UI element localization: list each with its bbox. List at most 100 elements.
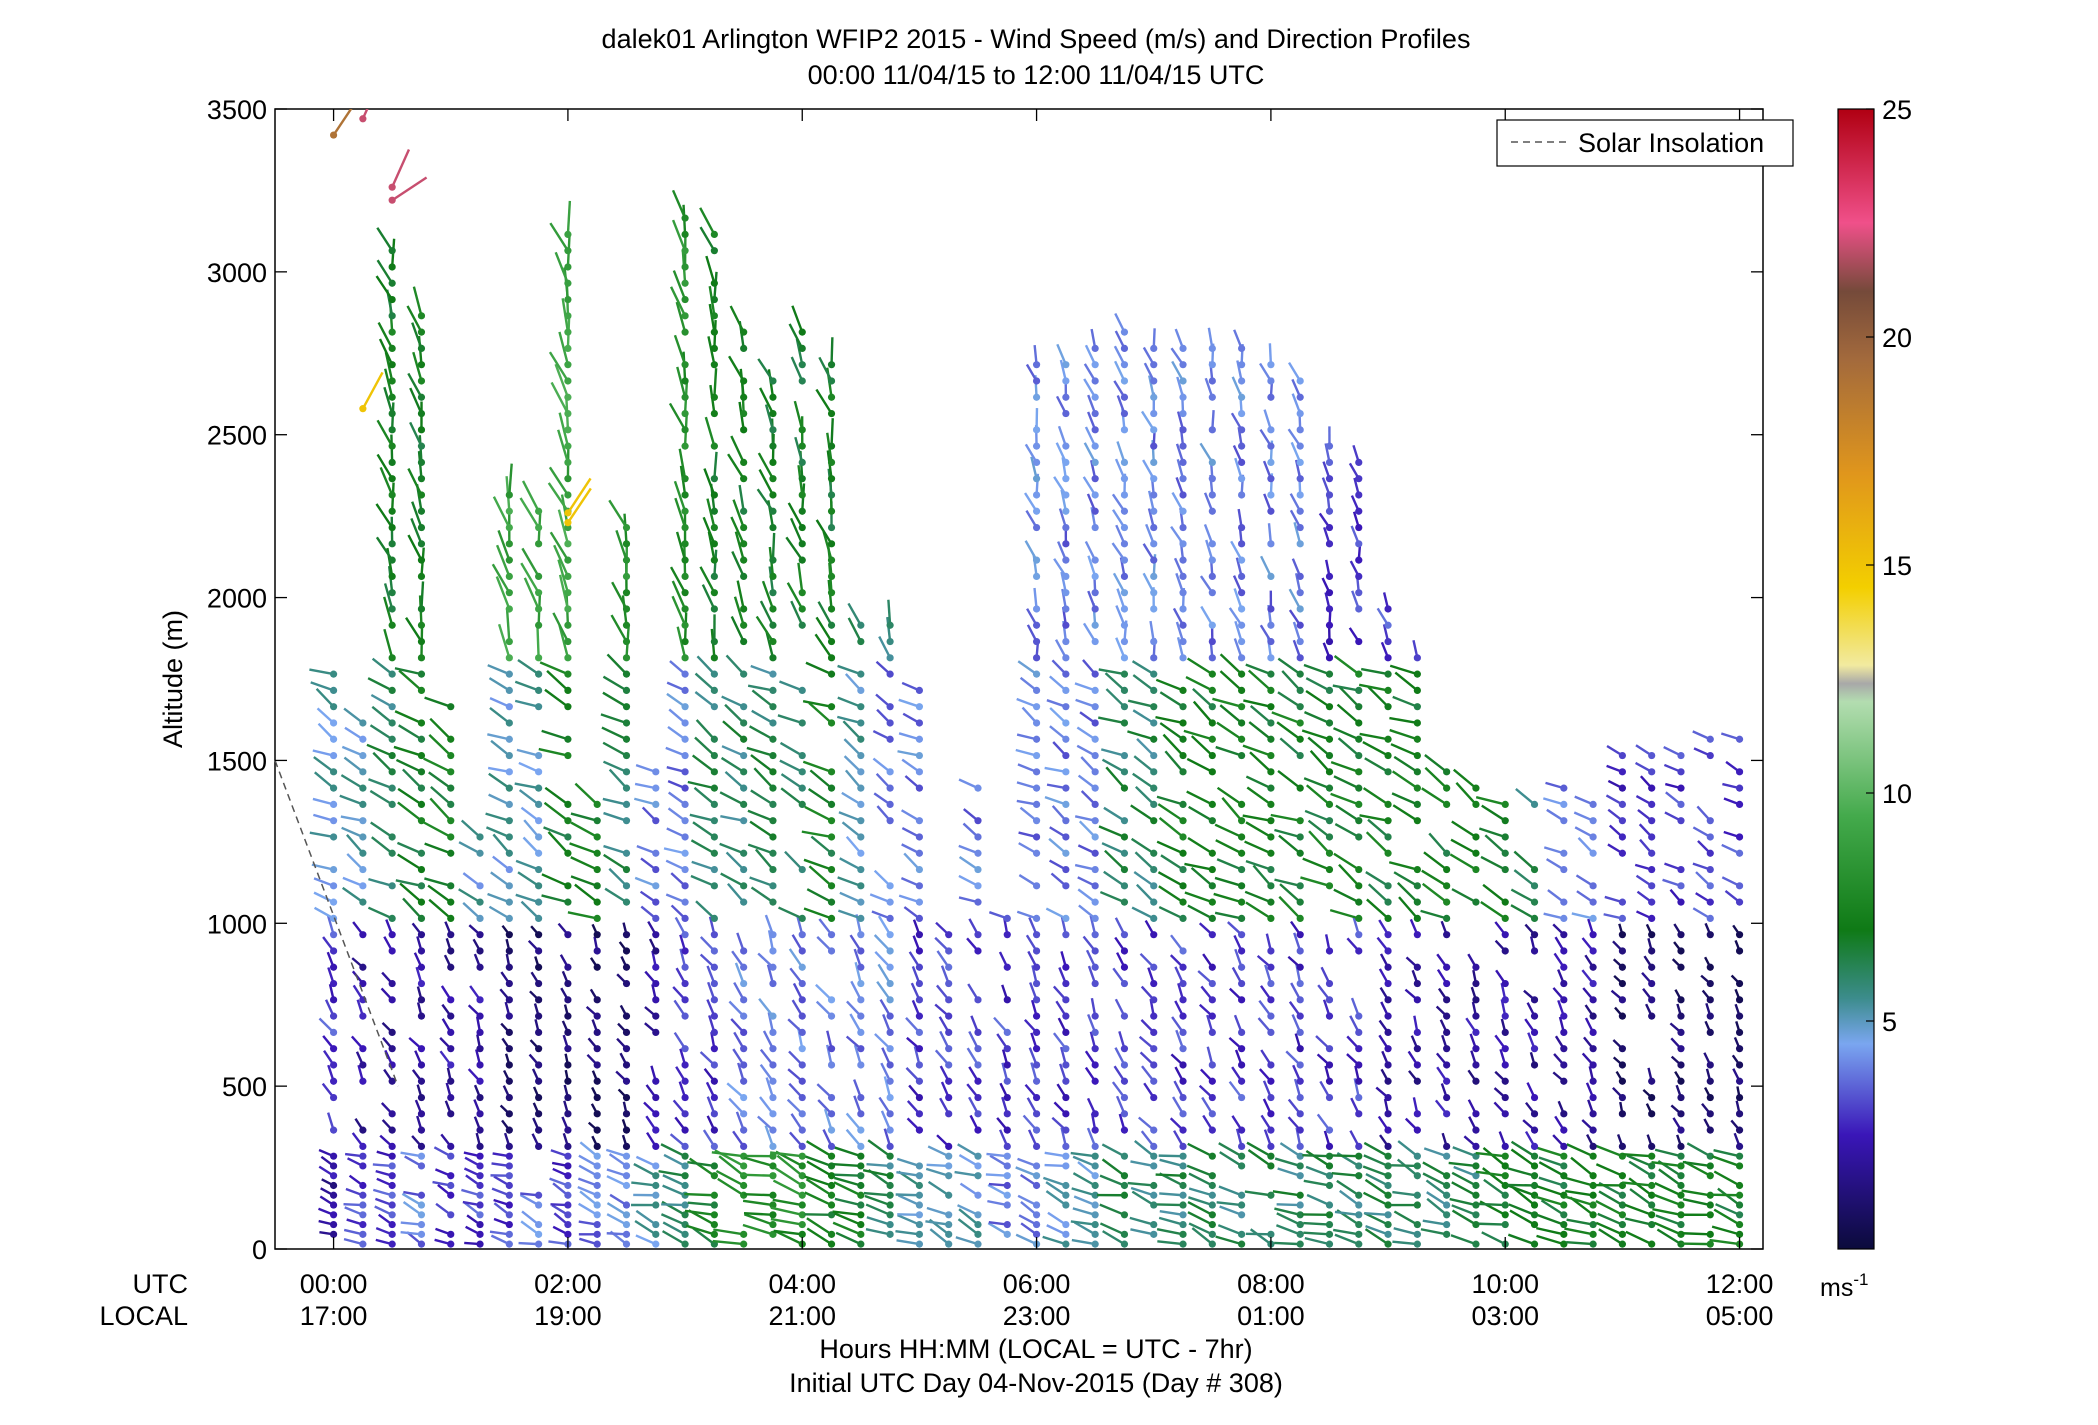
wind-barb bbox=[423, 821, 452, 839]
wind-point bbox=[769, 735, 777, 743]
wind-point bbox=[681, 621, 689, 629]
wind-barb bbox=[876, 980, 892, 1001]
wind-point bbox=[417, 1142, 426, 1150]
wind-point bbox=[1179, 442, 1187, 450]
wind-barb bbox=[734, 531, 745, 561]
wind-point bbox=[329, 963, 338, 971]
wind-point bbox=[417, 670, 426, 678]
wind-point bbox=[974, 1152, 982, 1160]
wind-point bbox=[1150, 914, 1158, 923]
wind-point bbox=[1238, 1201, 1246, 1209]
wind-point bbox=[1296, 898, 1304, 906]
wind-barb bbox=[1042, 1235, 1067, 1246]
wind-point bbox=[1150, 898, 1158, 906]
wind-point bbox=[769, 817, 777, 825]
wind-point bbox=[769, 1126, 777, 1134]
wind-point bbox=[1325, 849, 1334, 857]
wind-point bbox=[769, 654, 777, 662]
wind-point bbox=[681, 751, 689, 760]
wind-barb bbox=[1536, 1185, 1565, 1197]
wind-point bbox=[1296, 426, 1304, 434]
wind-point bbox=[417, 882, 426, 890]
wind-barb bbox=[1391, 1164, 1418, 1168]
wind-point bbox=[681, 442, 689, 450]
wind-point bbox=[945, 1077, 953, 1085]
wind-point bbox=[974, 1230, 982, 1238]
wind-point bbox=[447, 1240, 455, 1248]
wind-point bbox=[535, 784, 543, 792]
wind-point bbox=[974, 1172, 982, 1180]
wind-point bbox=[827, 458, 836, 466]
wind-barb bbox=[1098, 825, 1125, 839]
wind-point bbox=[1413, 703, 1421, 711]
wind-point bbox=[1238, 426, 1246, 434]
wind-barb bbox=[689, 813, 715, 822]
wind-point bbox=[1208, 1211, 1216, 1219]
wind-point bbox=[915, 1110, 924, 1118]
wind-point bbox=[388, 800, 396, 809]
wind-barb bbox=[687, 1201, 715, 1207]
wind-point bbox=[593, 833, 601, 841]
wind-point bbox=[1472, 1211, 1480, 1219]
wind-point bbox=[652, 1220, 660, 1229]
wind-point bbox=[417, 442, 426, 450]
wind-barb bbox=[1199, 442, 1214, 464]
wind-point bbox=[505, 654, 513, 662]
wind-point bbox=[1618, 914, 1627, 923]
wind-point bbox=[564, 519, 572, 527]
wind-point bbox=[1267, 458, 1275, 466]
wind-point bbox=[915, 996, 924, 1004]
wind-barb bbox=[343, 756, 364, 773]
wind-point bbox=[1355, 637, 1363, 646]
wind-point bbox=[1179, 605, 1187, 613]
wind-barb bbox=[662, 1174, 686, 1187]
wind-point bbox=[1355, 898, 1363, 906]
wind-point bbox=[564, 654, 572, 662]
wind-barb bbox=[897, 1214, 920, 1226]
wind-point bbox=[710, 784, 718, 792]
wind-point bbox=[1208, 361, 1216, 369]
wind-point bbox=[1062, 1110, 1070, 1118]
wind-barb bbox=[1247, 669, 1272, 692]
wind-point bbox=[652, 963, 660, 971]
wind-point bbox=[710, 703, 718, 711]
wind-point bbox=[1472, 1181, 1480, 1190]
wind-point bbox=[417, 621, 426, 629]
wind-point bbox=[740, 1077, 748, 1085]
wind-point bbox=[1062, 670, 1070, 678]
wind-barb bbox=[1480, 855, 1506, 871]
wind-point bbox=[388, 686, 396, 695]
wind-barb bbox=[1162, 733, 1184, 757]
wind-barb bbox=[957, 1218, 979, 1236]
wind-point bbox=[1589, 963, 1597, 971]
wind-point bbox=[535, 882, 543, 890]
wind-point bbox=[1618, 1045, 1627, 1053]
wind-point bbox=[1267, 637, 1275, 646]
wind-barb bbox=[805, 661, 833, 676]
wind-point bbox=[710, 996, 718, 1004]
wind-barb bbox=[692, 1227, 716, 1246]
wind-point bbox=[1032, 1201, 1041, 1209]
wind-barb bbox=[557, 509, 570, 545]
wind-point bbox=[476, 1142, 484, 1150]
wind-point bbox=[564, 1028, 572, 1036]
wind-point bbox=[652, 1162, 660, 1170]
wind-point bbox=[710, 540, 718, 548]
wind-barb bbox=[1628, 1177, 1653, 1197]
wind-point bbox=[1413, 1201, 1421, 1209]
wind-barb bbox=[541, 894, 569, 904]
wind-barb bbox=[1308, 830, 1331, 855]
wind-point bbox=[1384, 1045, 1392, 1053]
wind-point bbox=[1618, 784, 1627, 792]
wind-point bbox=[417, 865, 426, 874]
wind-point bbox=[740, 409, 748, 418]
wind-point bbox=[564, 849, 572, 857]
wind-point bbox=[1501, 1220, 1509, 1229]
wind-point bbox=[1150, 1142, 1158, 1150]
wind-point bbox=[1238, 491, 1246, 499]
wind-point bbox=[1413, 686, 1421, 695]
wind-barb bbox=[925, 1167, 950, 1177]
wind-barb bbox=[1190, 735, 1214, 757]
wind-point bbox=[1062, 409, 1070, 418]
wind-barb bbox=[895, 1230, 920, 1236]
